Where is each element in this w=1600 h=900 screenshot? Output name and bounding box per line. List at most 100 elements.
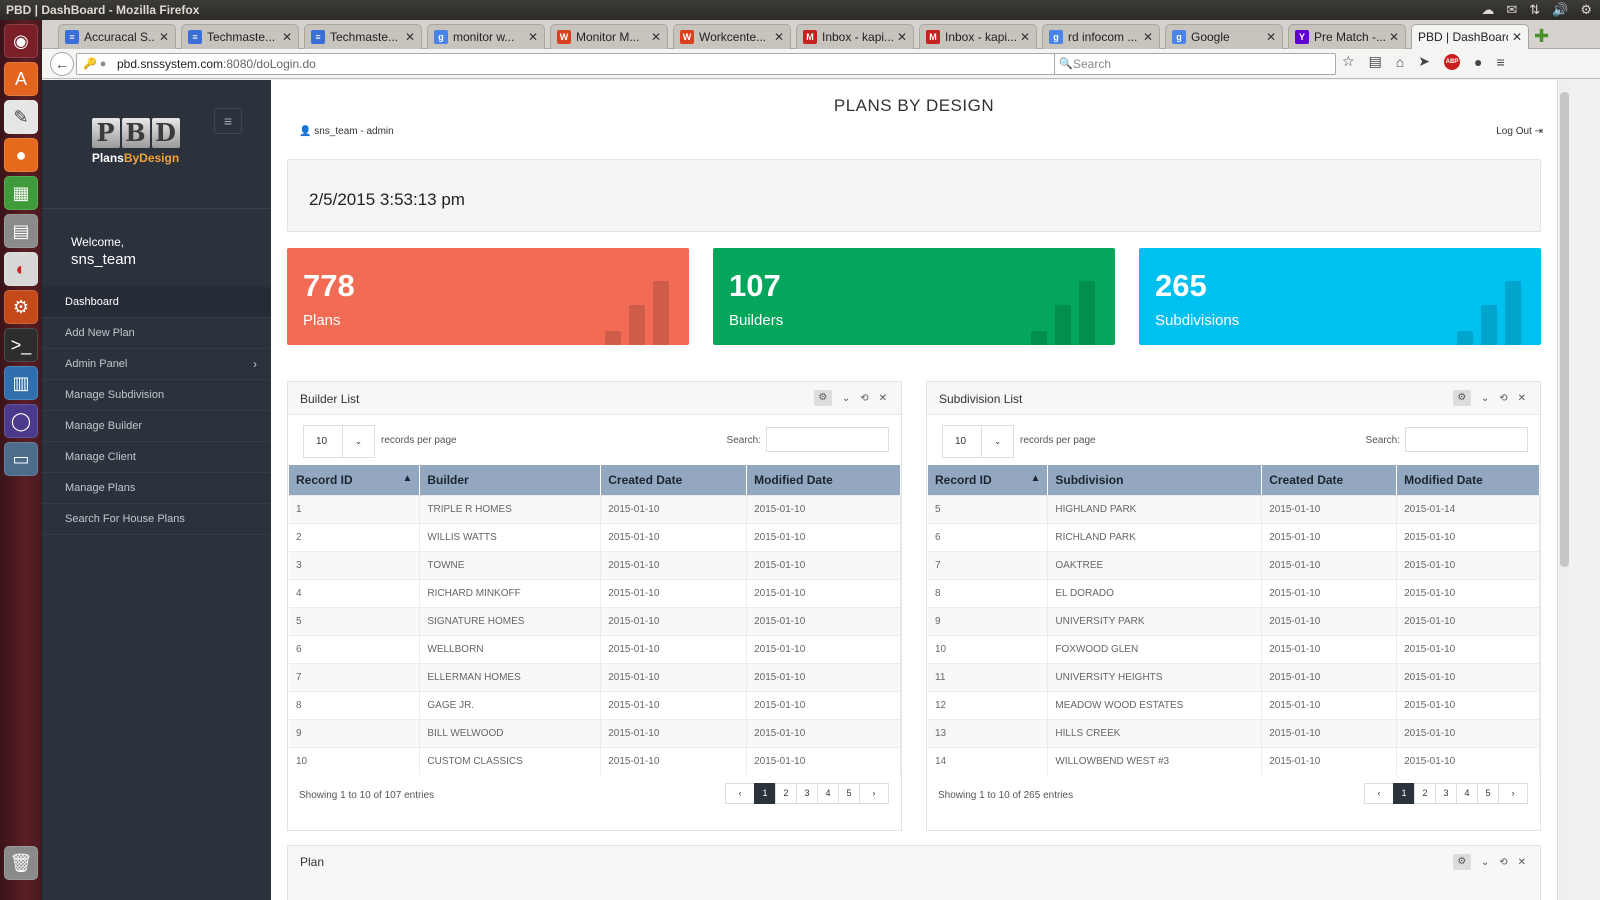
software-center-icon[interactable]: A xyxy=(4,62,38,96)
table-row[interactable]: 1 TRIPLE R HOMES 2015-01-10 2015-01-10 xyxy=(289,494,901,523)
pbd-logo[interactable]: P B D PlansByDesign xyxy=(88,118,183,165)
bookmark-star-icon[interactable]: ☆ xyxy=(1342,53,1355,69)
browser-tab[interactable]: W Workcente... ✕ xyxy=(673,24,791,49)
trash-icon[interactable]: 🗑 xyxy=(4,846,38,880)
column-header-modified-date[interactable]: Modified Date xyxy=(746,465,901,495)
page-button[interactable]: 5 xyxy=(838,783,860,804)
refresh-icon[interactable]: ⟲ xyxy=(860,392,869,404)
page-button[interactable]: 1 xyxy=(1393,783,1415,804)
table-search-input[interactable] xyxy=(766,427,889,452)
table-row[interactable]: 9 BILL WELWOOD 2015-01-10 2015-01-10 xyxy=(289,718,901,747)
table-row[interactable]: 13 HILLS CREEK 2015-01-10 2015-01-10 xyxy=(928,718,1540,747)
network-icon[interactable]: ⇅ xyxy=(1529,2,1541,17)
pagination-prev-icon[interactable]: ‹ xyxy=(725,783,755,804)
pagination-next-icon[interactable]: › xyxy=(1498,783,1528,804)
page-button[interactable]: 5 xyxy=(1477,783,1499,804)
gear-icon[interactable]: ⚙ xyxy=(813,390,832,406)
stat-card-subdivisions[interactable]: 265 Subdivisions xyxy=(1139,248,1541,345)
table-search-input[interactable] xyxy=(1405,427,1528,452)
table-row[interactable]: 10 FOXWOOD GLEN 2015-01-10 2015-01-10 xyxy=(928,634,1540,663)
stat-card-builders[interactable]: 107 Builders xyxy=(713,248,1115,345)
sidebar-item-manage-builder[interactable]: Manage Builder xyxy=(42,411,271,442)
column-header-modified-date[interactable]: Modified Date xyxy=(1396,465,1540,495)
text-editor-icon[interactable]: ✎ xyxy=(4,100,38,134)
page-button[interactable]: 4 xyxy=(817,783,839,804)
close-icon[interactable]: ✕ xyxy=(1517,392,1526,404)
table-row[interactable]: 10 CUSTOM CLASSICS 2015-01-10 2015-01-10 xyxy=(289,746,901,775)
column-header-created-date[interactable]: Created Date xyxy=(1261,465,1398,495)
collapse-chevron-icon[interactable]: ⌄ xyxy=(1480,392,1490,404)
web-search-input[interactable]: 🔍 Search xyxy=(1054,53,1336,75)
stat-card-plans[interactable]: 778 Plans xyxy=(287,248,689,345)
site-identity-icon[interactable]: 🔑 ● xyxy=(83,58,107,70)
table-row[interactable]: 7 ELLERMAN HOMES 2015-01-10 2015-01-10 xyxy=(289,662,901,691)
table-row[interactable]: 14 WILLOWBEND WEST #3 2015-01-10 2015-01-10 xyxy=(928,746,1540,775)
send-icon[interactable]: ➤ xyxy=(1418,53,1430,69)
page-button[interactable]: 2 xyxy=(775,783,797,804)
table-row[interactable]: 7 OAKTREE 2015-01-10 2015-01-10 xyxy=(928,550,1540,579)
table-row[interactable]: 2 WILLIS WATTS 2015-01-10 2015-01-10 xyxy=(289,522,901,551)
table-row[interactable]: 4 RICHARD MINKOFF 2015-01-10 2015-01-10 xyxy=(289,578,901,607)
mail-icon[interactable]: ✉ xyxy=(1506,2,1518,17)
close-tab-icon[interactable]: ✕ xyxy=(896,30,907,44)
remote-desktop-icon[interactable]: ▭ xyxy=(4,442,38,476)
pagination-prev-icon[interactable]: ‹ xyxy=(1364,783,1394,804)
column-header-subdivision[interactable]: Subdivision xyxy=(1047,465,1263,495)
sidebar-item-manage-plans[interactable]: Manage Plans xyxy=(42,473,271,504)
system-settings-icon[interactable]: ⚙ xyxy=(4,290,38,324)
sidebar-item-admin-panel[interactable]: Admin Panel › xyxy=(42,349,271,380)
reading-list-icon[interactable]: ▤ xyxy=(1368,53,1382,69)
page-scrollbar[interactable] xyxy=(1557,80,1570,900)
files-icon[interactable]: ▤ xyxy=(4,214,38,248)
browser-tab[interactable]: g monitor w... ✕ xyxy=(427,24,545,49)
firefox-icon[interactable]: ● xyxy=(4,138,38,172)
table-row[interactable]: 8 EL DORADO 2015-01-10 2015-01-10 xyxy=(928,578,1540,607)
browser-tab[interactable]: W Monitor M... ✕ xyxy=(550,24,668,49)
close-tab-icon[interactable]: ✕ xyxy=(158,30,169,44)
address-bar[interactable]: 🔑 ● pbd.snssystem.com:8080/doLogin.do ▾ … xyxy=(76,53,1092,75)
table-row[interactable]: 5 SIGNATURE HOMES 2015-01-10 2015-01-10 xyxy=(289,606,901,635)
ubuntu-icon[interactable]: ◉ xyxy=(4,24,38,58)
table-row[interactable]: 11 UNIVERSITY HEIGHTS 2015-01-10 2015-01-10 xyxy=(928,662,1540,691)
home-icon[interactable]: ⌂ xyxy=(1395,53,1405,70)
browser-tab[interactable]: ≡ Techmaste... ✕ xyxy=(181,24,299,49)
table-row[interactable]: 12 MEADOW WOOD ESTATES 2015-01-10 2015-01-1… xyxy=(928,690,1540,719)
scrollbar-thumb[interactable] xyxy=(1560,92,1569,567)
browser-tab[interactable]: M Inbox - kapi... ✕ xyxy=(796,24,914,49)
browser-tab-active[interactable]: PBD | DashBoard ✕ xyxy=(1411,24,1529,49)
refresh-icon[interactable]: ⟲ xyxy=(1499,856,1508,868)
browser-tab[interactable]: Y Pre Match -... ✕ xyxy=(1288,24,1406,49)
browser-tab[interactable]: M Inbox - kapi... ✕ xyxy=(919,24,1037,49)
pagination-next-icon[interactable]: › xyxy=(859,783,889,804)
browser-tab[interactable]: g rd infocom ... ✕ xyxy=(1042,24,1160,49)
table-row[interactable]: 6 WELLBORN 2015-01-10 2015-01-10 xyxy=(289,634,901,663)
column-header-builder[interactable]: Builder xyxy=(419,465,602,495)
terminal-icon[interactable]: >_ xyxy=(4,328,38,362)
table-row[interactable]: 9 UNIVERSITY PARK 2015-01-10 2015-01-10 xyxy=(928,606,1540,635)
close-icon[interactable]: ✕ xyxy=(1517,856,1526,868)
settings-gear-icon[interactable]: ⚙ xyxy=(1580,2,1592,17)
document-viewer-icon[interactable]: ▥ xyxy=(4,366,38,400)
page-button[interactable]: 2 xyxy=(1414,783,1436,804)
sidebar-item-manage-client[interactable]: Manage Client xyxy=(42,442,271,473)
table-row[interactable]: 5 HIGHLAND PARK 2015-01-10 2015-01-14 xyxy=(928,494,1540,523)
close-tab-icon[interactable]: ✕ xyxy=(1265,30,1276,44)
browser-tab[interactable]: ≡ Accuracal S... ✕ xyxy=(58,24,176,49)
close-tab-icon[interactable]: ✕ xyxy=(404,30,415,44)
column-header-created-date[interactable]: Created Date xyxy=(600,465,748,495)
page-button[interactable]: 1 xyxy=(754,783,776,804)
sidebar-item-add-new-plan[interactable]: Add New Plan xyxy=(42,318,271,349)
close-tab-icon[interactable]: ✕ xyxy=(527,30,538,44)
sidebar-item-dashboard[interactable]: Dashboard xyxy=(42,287,271,318)
back-arrow-icon[interactable]: ← xyxy=(50,52,74,76)
column-header-record-id[interactable]: Record ID ▲ xyxy=(928,465,1049,495)
pdf-viewer-icon[interactable]: ◐ xyxy=(4,252,38,286)
collapse-chevron-icon[interactable]: ⌄ xyxy=(1480,856,1490,868)
new-tab-plus-icon[interactable]: ✚ xyxy=(1534,26,1550,46)
page-button[interactable]: 3 xyxy=(796,783,818,804)
hamburger-menu-icon[interactable]: ≡ xyxy=(1496,53,1505,70)
adblock-icon[interactable]: ABP xyxy=(1444,53,1460,70)
cloud-icon[interactable]: ☁ xyxy=(1481,2,1495,17)
gear-icon[interactable]: ⚙ xyxy=(1452,390,1471,406)
close-tab-icon[interactable]: ✕ xyxy=(1388,30,1399,44)
